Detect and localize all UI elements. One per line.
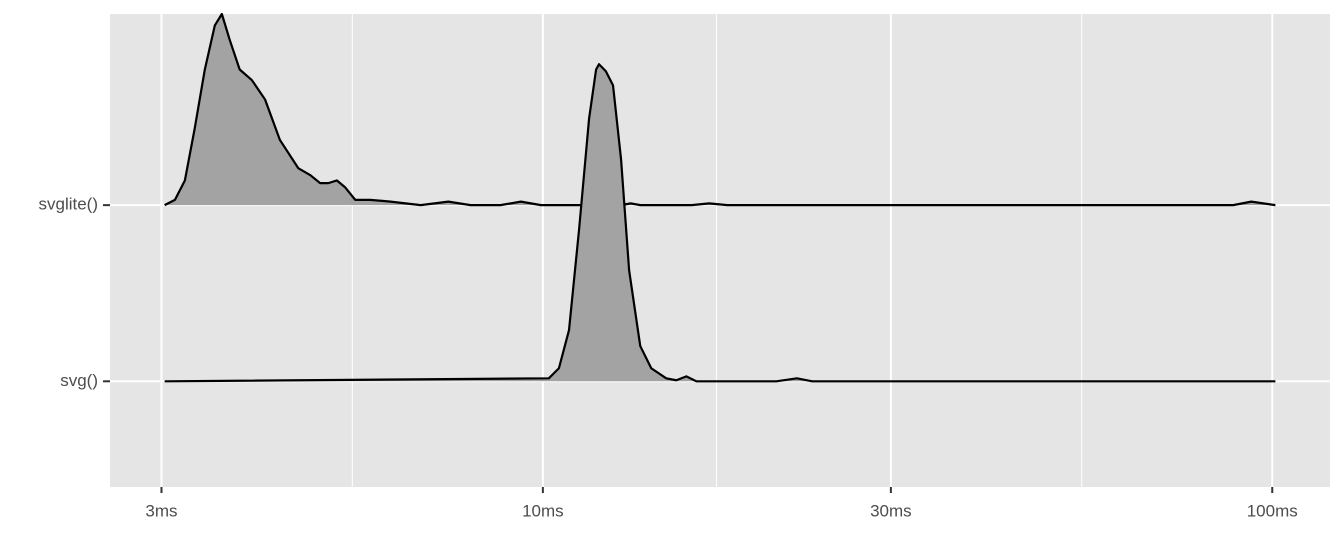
y-tick-label: svg() [60, 371, 98, 390]
y-tick-label: svglite() [38, 195, 98, 214]
x-tick-label: 10ms [522, 501, 564, 520]
ridge-line [164, 12, 1276, 207]
x-tick-label: 3ms [145, 501, 177, 520]
x-tick-label: 100ms [1247, 501, 1298, 520]
plot-panel [110, 14, 1330, 487]
ridge-line [164, 63, 1276, 383]
ridge-area [164, 14, 1276, 206]
x-tick-label: 30ms [870, 501, 912, 520]
